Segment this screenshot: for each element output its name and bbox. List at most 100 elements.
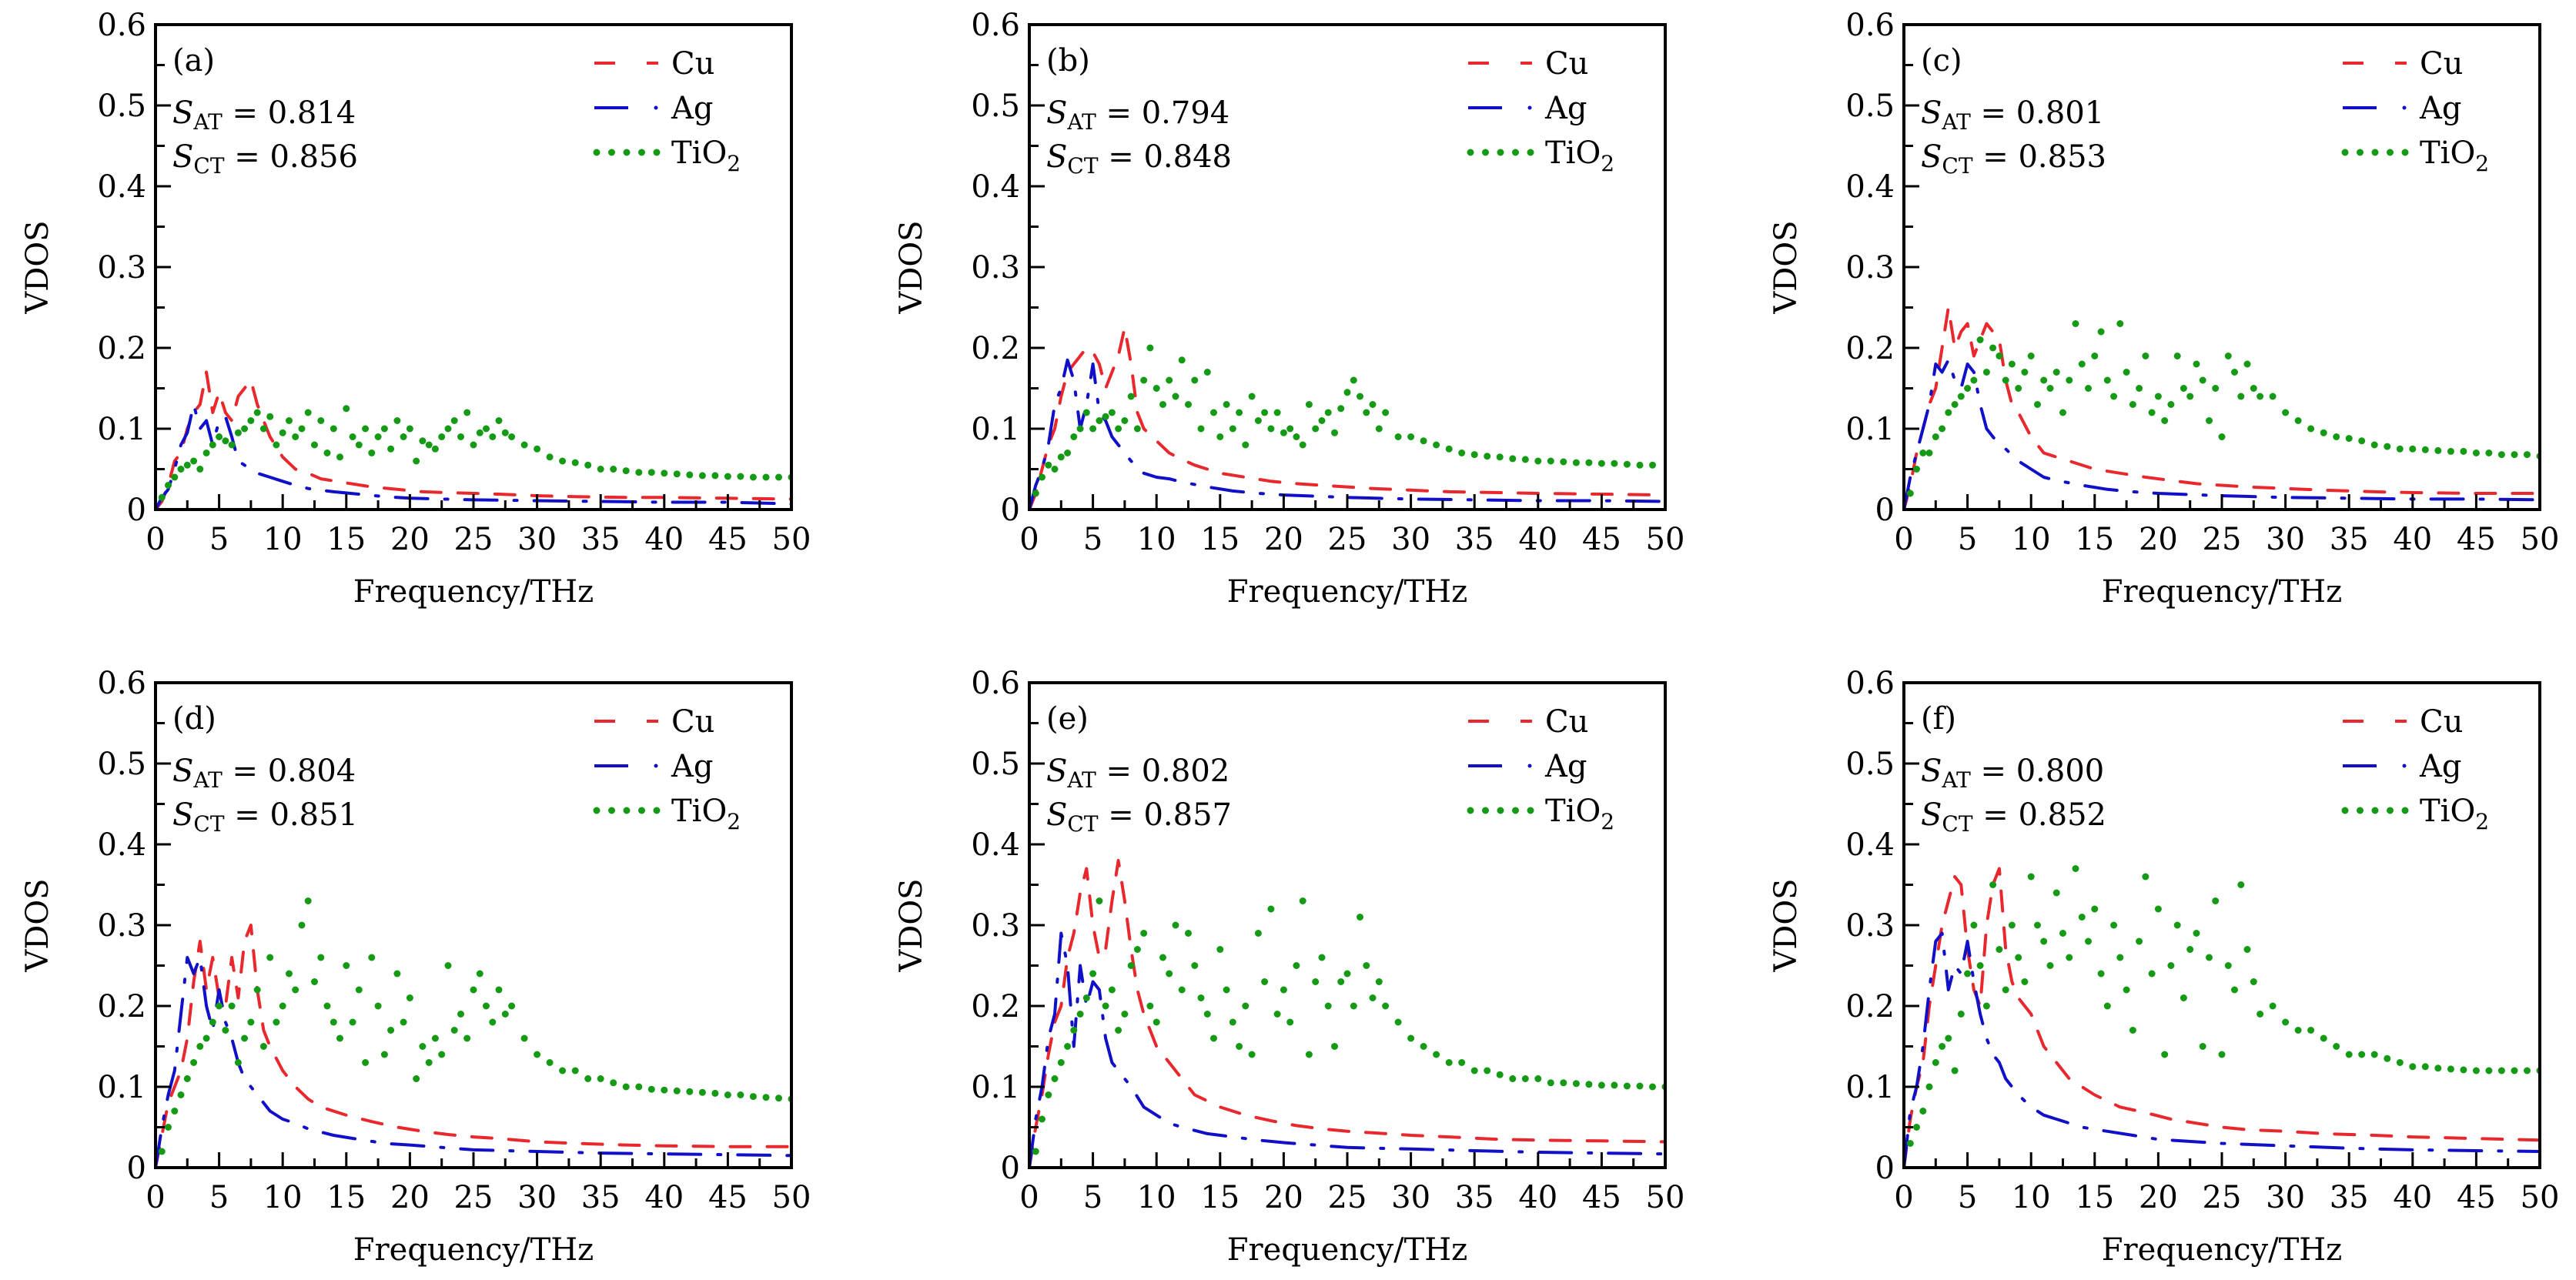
series-tio2-point <box>1420 437 1427 445</box>
series-tio2-point <box>1057 453 1065 461</box>
series-tio2-point <box>2173 353 2181 359</box>
series-tio2-point <box>686 471 694 479</box>
series-tio2-point <box>622 1083 630 1091</box>
series-tio2-point <box>483 1002 490 1010</box>
series-tio2-point <box>2085 385 2092 392</box>
series-tio2-point <box>1216 433 1224 440</box>
y-tick-label: 0.1 <box>1845 1070 1895 1105</box>
series-tio2-point <box>1254 930 1262 937</box>
annotation-s-ct: SCT = 0.856 <box>172 139 358 179</box>
series-tio2-point <box>311 978 318 985</box>
series-tio2-point <box>2511 1067 2518 1074</box>
series-tio2-point <box>2243 946 2251 953</box>
y-tick-label: 0 <box>127 493 146 528</box>
series-tio2-point <box>2307 1027 2315 1034</box>
legend-swatch-dot <box>1512 149 1519 156</box>
series-tio2-point <box>1951 1067 1959 1074</box>
x-tick-label: 40 <box>644 522 684 557</box>
series-tio2-point <box>1534 1075 1542 1082</box>
series-tio2-point <box>635 1083 643 1091</box>
series-tio2-point <box>1445 445 1453 453</box>
x-tick-label: 50 <box>772 1180 811 1215</box>
legend-item-ag: Ag <box>1468 91 1587 126</box>
legend-swatch-dot <box>2387 149 2394 156</box>
legend-label: Ag <box>2419 91 2462 126</box>
y-tick-label: 0.2 <box>97 989 146 1024</box>
series-tio2-point <box>1957 393 1965 400</box>
series-tio2-point <box>273 1018 280 1026</box>
series-cu-line <box>1029 326 1665 510</box>
series-tio2-point <box>431 445 439 453</box>
series-tio2-point <box>362 1059 370 1066</box>
series-tio2-point <box>1096 897 1103 904</box>
series-tio2-point <box>2091 353 2099 359</box>
series-cu-line <box>156 370 791 510</box>
series-tio2-point <box>1982 369 1990 376</box>
series-tio2-point <box>279 429 286 436</box>
series-tio2-point <box>2421 1063 2429 1071</box>
x-tick-label: 45 <box>708 1180 748 1215</box>
series-group <box>1904 306 2540 510</box>
series-tio2-point <box>2333 1043 2340 1050</box>
series-tio2-point <box>247 1018 255 1026</box>
x-tick-label: 20 <box>390 1180 430 1215</box>
series-tio2-point <box>711 1089 719 1097</box>
y-tick-label: 0.6 <box>1845 666 1895 701</box>
series-tio2-point <box>1261 978 1269 985</box>
series-tio2-point <box>1976 962 1984 969</box>
legend-label: Cu <box>1545 704 1588 740</box>
x-tick-label: 15 <box>326 1180 366 1215</box>
panel-label: (f) <box>1921 701 1956 737</box>
x-tick-label: 15 <box>326 522 366 557</box>
series-tio2-point <box>686 1088 694 1095</box>
series-tio2-point <box>323 450 331 456</box>
series-cu-line <box>1904 867 2540 1168</box>
x-tick-label: 25 <box>2203 522 2242 557</box>
series-tio2-point <box>1146 344 1154 352</box>
x-tick-label: 10 <box>2012 522 2051 557</box>
legend-label: Ag <box>671 91 714 126</box>
series-tio2-point <box>2434 1064 2442 1072</box>
x-axis-label: Frequency/THz <box>353 1232 594 1268</box>
series-tio2-point <box>1925 450 1933 456</box>
series-tio2-point <box>1996 946 2003 953</box>
series-tio2-point <box>450 417 458 424</box>
y-tick-label: 0.3 <box>1845 250 1895 286</box>
y-tick-label: 0.2 <box>1845 331 1895 366</box>
series-tio2-point <box>2472 1067 2480 1074</box>
series-tio2-point <box>2078 914 2086 921</box>
series-tio2-point <box>2097 970 2105 978</box>
series-tio2-point <box>406 994 413 1001</box>
series-tio2-point <box>2142 873 2149 881</box>
legend-item-cu: Cu <box>1468 704 1588 740</box>
series-tio2-point <box>1299 441 1306 449</box>
annotation-s-ct: SCT = 0.851 <box>172 797 358 837</box>
series-tio2-point <box>724 1091 731 1098</box>
series-tio2-point <box>2110 921 2118 929</box>
y-tick-label: 0.5 <box>1845 747 1895 782</box>
legend-label: Ag <box>2419 749 2462 784</box>
series-tio2-point <box>559 457 567 465</box>
series-tio2-point <box>1407 433 1415 440</box>
y-tick-label: 0 <box>1001 493 1020 528</box>
series-tio2-point <box>2021 978 2029 985</box>
series-tio2-point <box>1203 1011 1211 1018</box>
series-tio2-point <box>1286 1018 1294 1026</box>
annotation-s-ct: SCT = 0.852 <box>1921 797 2106 837</box>
series-tio2-point <box>216 433 223 440</box>
series-tio2-point <box>1140 930 1148 937</box>
series-tio2-point <box>1108 986 1116 994</box>
series-tio2-point <box>1089 425 1097 433</box>
y-axis-label: VDOS <box>1768 878 1804 972</box>
series-tio2-point <box>1433 1051 1440 1058</box>
series-tio2-point <box>661 470 668 477</box>
series-tio2-point <box>1166 376 1173 384</box>
series-tio2-point <box>1102 1002 1109 1010</box>
series-tio2-point <box>1496 453 1504 461</box>
series-tio2-point <box>1925 1083 1933 1091</box>
series-tio2-point <box>1197 425 1205 433</box>
series-tio2-point <box>1146 1002 1154 1010</box>
series-tio2-point <box>1057 1059 1065 1066</box>
series-tio2-point <box>2257 393 2264 400</box>
series-tio2-point <box>400 433 407 440</box>
